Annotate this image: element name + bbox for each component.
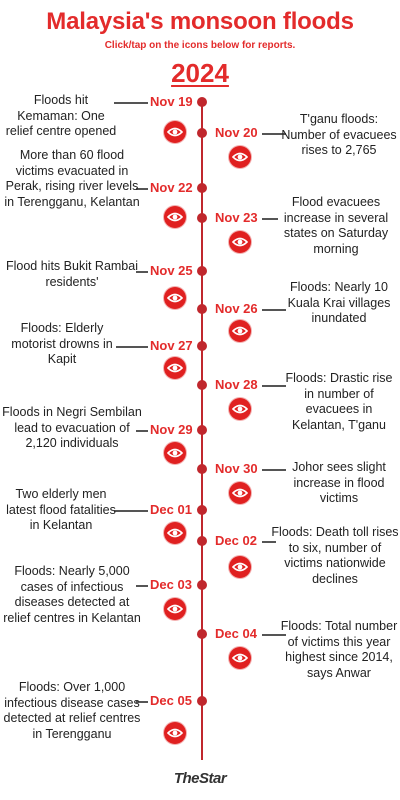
event-connector — [262, 541, 276, 543]
event-connector — [116, 346, 148, 348]
event-date: Dec 05 — [149, 692, 193, 710]
timeline-event: Nov 29 — [0, 421, 400, 439]
event-description: Floods: Nearly 10 Kuala Krai villages in… — [287, 280, 391, 325]
eye-icon[interactable] — [164, 522, 186, 544]
event-date: Nov 23 — [214, 209, 259, 227]
eye-icon[interactable] — [229, 647, 251, 669]
timeline-event: Dec 01 — [0, 501, 400, 519]
timeline-event: Nov 22 — [0, 179, 400, 197]
timeline-dot — [197, 629, 207, 639]
event-description: Floods: Death toll rises to six, number … — [271, 525, 399, 586]
event-description: More than 60 flood victims evacuated in … — [4, 148, 140, 209]
timeline-dot — [197, 304, 207, 314]
eye-icon[interactable] — [164, 206, 186, 228]
timeline-event: Nov 23 — [0, 209, 400, 227]
event-description: Floods: Nearly 5,000 cases of infectious… — [3, 564, 141, 625]
event-date: Nov 22 — [149, 179, 194, 197]
event-connector — [262, 218, 278, 220]
timeline-event: Dec 02 — [0, 532, 400, 550]
thestar-logo: TheStar — [173, 770, 227, 787]
event-connector — [114, 102, 148, 104]
event-description: Two elderly men latest flood fatalities … — [6, 487, 116, 532]
timeline-dot — [197, 213, 207, 223]
event-connector — [136, 430, 148, 432]
event-connector — [262, 309, 286, 311]
event-connector — [136, 585, 148, 587]
timeline-dot — [197, 536, 207, 546]
eye-icon[interactable] — [164, 722, 186, 744]
event-date: Dec 03 — [149, 576, 193, 594]
event-date: Nov 20 — [214, 124, 259, 142]
eye-icon[interactable] — [229, 320, 251, 342]
eye-icon[interactable] — [229, 146, 251, 168]
event-description: Johor sees slight increase in flood vict… — [292, 460, 386, 505]
event-date: Nov 26 — [214, 300, 259, 318]
event-connector — [262, 469, 286, 471]
timeline-event: Dec 05 — [0, 692, 400, 710]
event-description: Floods: Elderly motorist drowns in Kapit — [11, 321, 113, 366]
timeline-dot — [197, 380, 207, 390]
timeline-event: Nov 27 — [0, 337, 400, 355]
eye-icon[interactable] — [229, 398, 251, 420]
event-description: Floods: Total number of victims this yea… — [280, 619, 398, 680]
event-connector — [136, 701, 148, 703]
event-connector — [262, 634, 286, 636]
event-date: Nov 29 — [149, 421, 194, 439]
eye-icon[interactable] — [164, 442, 186, 464]
timeline-event: Dec 03 — [0, 576, 400, 594]
timeline-dot — [197, 580, 207, 590]
timeline-dot — [197, 183, 207, 193]
event-date: Nov 25 — [149, 262, 194, 280]
timeline-event: Nov 20 — [0, 124, 400, 142]
event-connector — [136, 271, 148, 273]
event-description: Floods: Drastic rise in number of evacue… — [285, 371, 393, 432]
page-subtitle: Click/tap on the icons below for reports… — [104, 40, 296, 51]
event-date: Nov 28 — [214, 376, 259, 394]
eye-icon[interactable] — [164, 598, 186, 620]
event-date: Dec 04 — [214, 625, 258, 643]
timeline-dot — [197, 425, 207, 435]
timeline-dot — [197, 266, 207, 276]
event-date: Dec 01 — [149, 501, 193, 519]
timeline-event: Nov 26 — [0, 300, 400, 318]
timeline-dot — [197, 97, 207, 107]
event-description: Floods in Negri Sembilan lead to evacuat… — [2, 405, 142, 450]
timeline-dot — [197, 128, 207, 138]
event-date: Nov 30 — [214, 460, 259, 478]
event-date: Nov 19 — [149, 93, 194, 111]
eye-icon[interactable] — [229, 231, 251, 253]
event-description: Flood hits Bukit Rambai residents' — [5, 259, 138, 289]
event-description: T'ganu floods: Number of evacuees rises … — [281, 112, 397, 157]
timeline-dot — [197, 505, 207, 515]
timeline-event: Nov 28 — [0, 376, 400, 394]
timeline-dot — [197, 696, 207, 706]
eye-icon[interactable] — [164, 357, 186, 379]
timeline-event: Nov 25 — [0, 262, 400, 280]
event-connector — [262, 385, 286, 387]
timeline-event: Nov 19 — [0, 93, 400, 111]
event-description: Flood evacuees increase in several state… — [283, 195, 389, 256]
event-date: Nov 27 — [149, 337, 194, 355]
eye-icon[interactable] — [229, 482, 251, 504]
page-title: Malaysia's monsoon floods — [46, 8, 354, 35]
eye-icon[interactable] — [164, 121, 186, 143]
event-date: Dec 02 — [214, 532, 258, 550]
timeline-dot — [197, 464, 207, 474]
timeline-event: Dec 04 — [0, 625, 400, 643]
event-description: Floods hit Kemaman: One relief centre op… — [5, 93, 117, 138]
eye-icon[interactable] — [229, 556, 251, 578]
event-connector — [262, 133, 286, 135]
timeline-event: Nov 30 — [0, 460, 400, 478]
event-connector — [136, 188, 148, 190]
year-heading: 2024 — [171, 58, 229, 88]
timeline-dot — [197, 341, 207, 351]
event-description: Floods: Over 1,000 infectious disease ca… — [3, 680, 141, 741]
event-connector — [114, 510, 148, 512]
eye-icon[interactable] — [164, 287, 186, 309]
